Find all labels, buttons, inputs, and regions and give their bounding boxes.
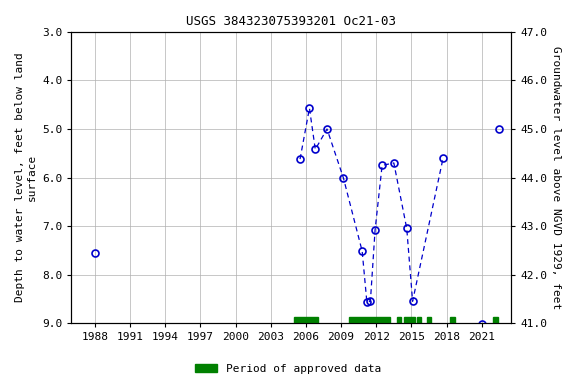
Y-axis label: Groundwater level above NGVD 1929, feet: Groundwater level above NGVD 1929, feet — [551, 46, 561, 309]
Bar — [397, 317, 401, 323]
Title: USGS 384323075393201 Oc21-03: USGS 384323075393201 Oc21-03 — [186, 15, 396, 28]
Bar — [404, 317, 415, 323]
Legend: Period of approved data: Period of approved data — [191, 359, 385, 379]
Bar — [349, 317, 391, 323]
Bar — [450, 317, 455, 323]
Bar — [494, 317, 498, 323]
Bar — [427, 317, 431, 323]
Bar — [294, 317, 317, 323]
Y-axis label: Depth to water level, feet below land
surface: Depth to water level, feet below land su… — [15, 53, 37, 302]
Bar — [417, 317, 422, 323]
